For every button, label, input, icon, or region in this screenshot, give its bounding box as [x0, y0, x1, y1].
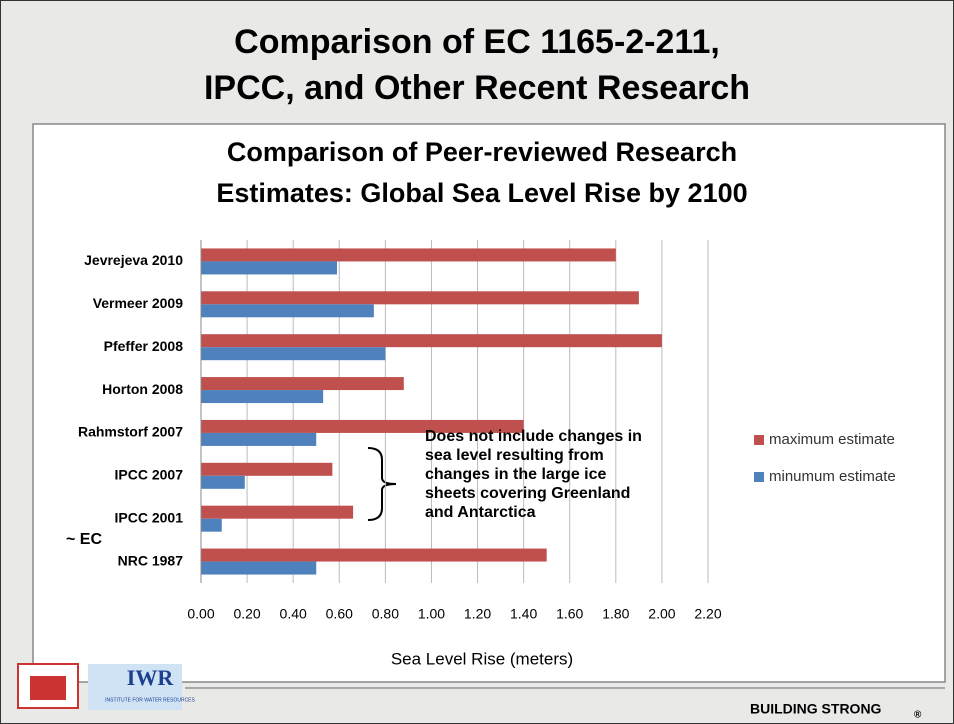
- annotation: and Antarctica: [425, 504, 536, 521]
- y-tick-label: Jevrejeva 2010: [84, 252, 183, 268]
- bar: [201, 518, 222, 532]
- chart-title: Estimates: Global Sea Level Rise by 2100: [216, 178, 747, 208]
- legend-label: minumum estimate: [769, 468, 896, 485]
- annotation: Does not include changes in: [425, 428, 642, 445]
- castle-logo-shape: [30, 676, 66, 700]
- bar: [201, 334, 662, 348]
- x-tick-label: 0.60: [326, 606, 353, 622]
- y-tick-label: NRC 1987: [118, 552, 184, 568]
- x-axis-label: Sea Level Rise (meters): [391, 649, 573, 668]
- logo-text: IWR: [127, 665, 175, 690]
- legend-swatch: [754, 435, 764, 445]
- legend-swatch: [754, 472, 764, 482]
- annotation: sea level resulting from: [425, 447, 604, 464]
- chart-title: Comparison of Peer-reviewed Research: [227, 137, 737, 167]
- x-tick-label: 2.20: [694, 606, 721, 622]
- y-tick-label: Rahmstorf 2007: [78, 424, 183, 440]
- bar: [201, 291, 639, 305]
- bar: [201, 304, 374, 318]
- bar: [201, 390, 324, 404]
- legend-label: maximum estimate: [769, 431, 895, 448]
- bar: [201, 419, 524, 433]
- x-tick-label: 1.00: [418, 606, 445, 622]
- logo-subtext: INSTITUTE FOR WATER RESOURCES: [105, 697, 195, 703]
- bar: [201, 432, 317, 446]
- x-tick-label: 0.00: [187, 606, 214, 622]
- x-tick-label: 1.40: [510, 606, 537, 622]
- footer-text: BUILDING STRONG: [750, 701, 882, 717]
- x-tick-label: 2.00: [648, 606, 675, 622]
- annotation: sheets covering Greenland: [425, 485, 630, 502]
- brace: [367, 447, 397, 521]
- slide-title: IPCC, and Other Recent Research: [204, 69, 750, 107]
- y-tick-label: Horton 2008: [102, 381, 183, 397]
- y-tick-label: Pfeffer 2008: [104, 338, 184, 354]
- x-tick-label: 0.80: [372, 606, 399, 622]
- x-tick-label: 0.20: [233, 606, 260, 622]
- castle-logo: [17, 663, 79, 709]
- bar: [201, 475, 245, 489]
- bar: [201, 548, 547, 562]
- x-tick-label: 1.20: [464, 606, 491, 622]
- bar: [201, 561, 317, 575]
- annotation: changes in the large ice: [425, 466, 607, 483]
- bar: [201, 347, 386, 361]
- bar: [201, 261, 337, 275]
- x-tick-label: 1.60: [556, 606, 583, 622]
- bar: [201, 505, 354, 519]
- iwr-logo: [88, 664, 182, 710]
- footer-mark: ®: [914, 710, 922, 721]
- side-label: ~ EC: [66, 531, 102, 548]
- bar: [201, 462, 333, 476]
- chart-area: [32, 123, 946, 683]
- x-tick-label: 1.80: [602, 606, 629, 622]
- y-tick-label: IPCC 2001: [115, 509, 184, 525]
- bar: [201, 377, 404, 391]
- bar: [201, 248, 616, 262]
- y-tick-label: Vermeer 2009: [93, 295, 184, 311]
- y-tick-label: IPCC 2007: [115, 467, 184, 483]
- x-tick-label: 0.40: [280, 606, 307, 622]
- slide-title: Comparison of EC 1165-2-211,: [234, 23, 720, 61]
